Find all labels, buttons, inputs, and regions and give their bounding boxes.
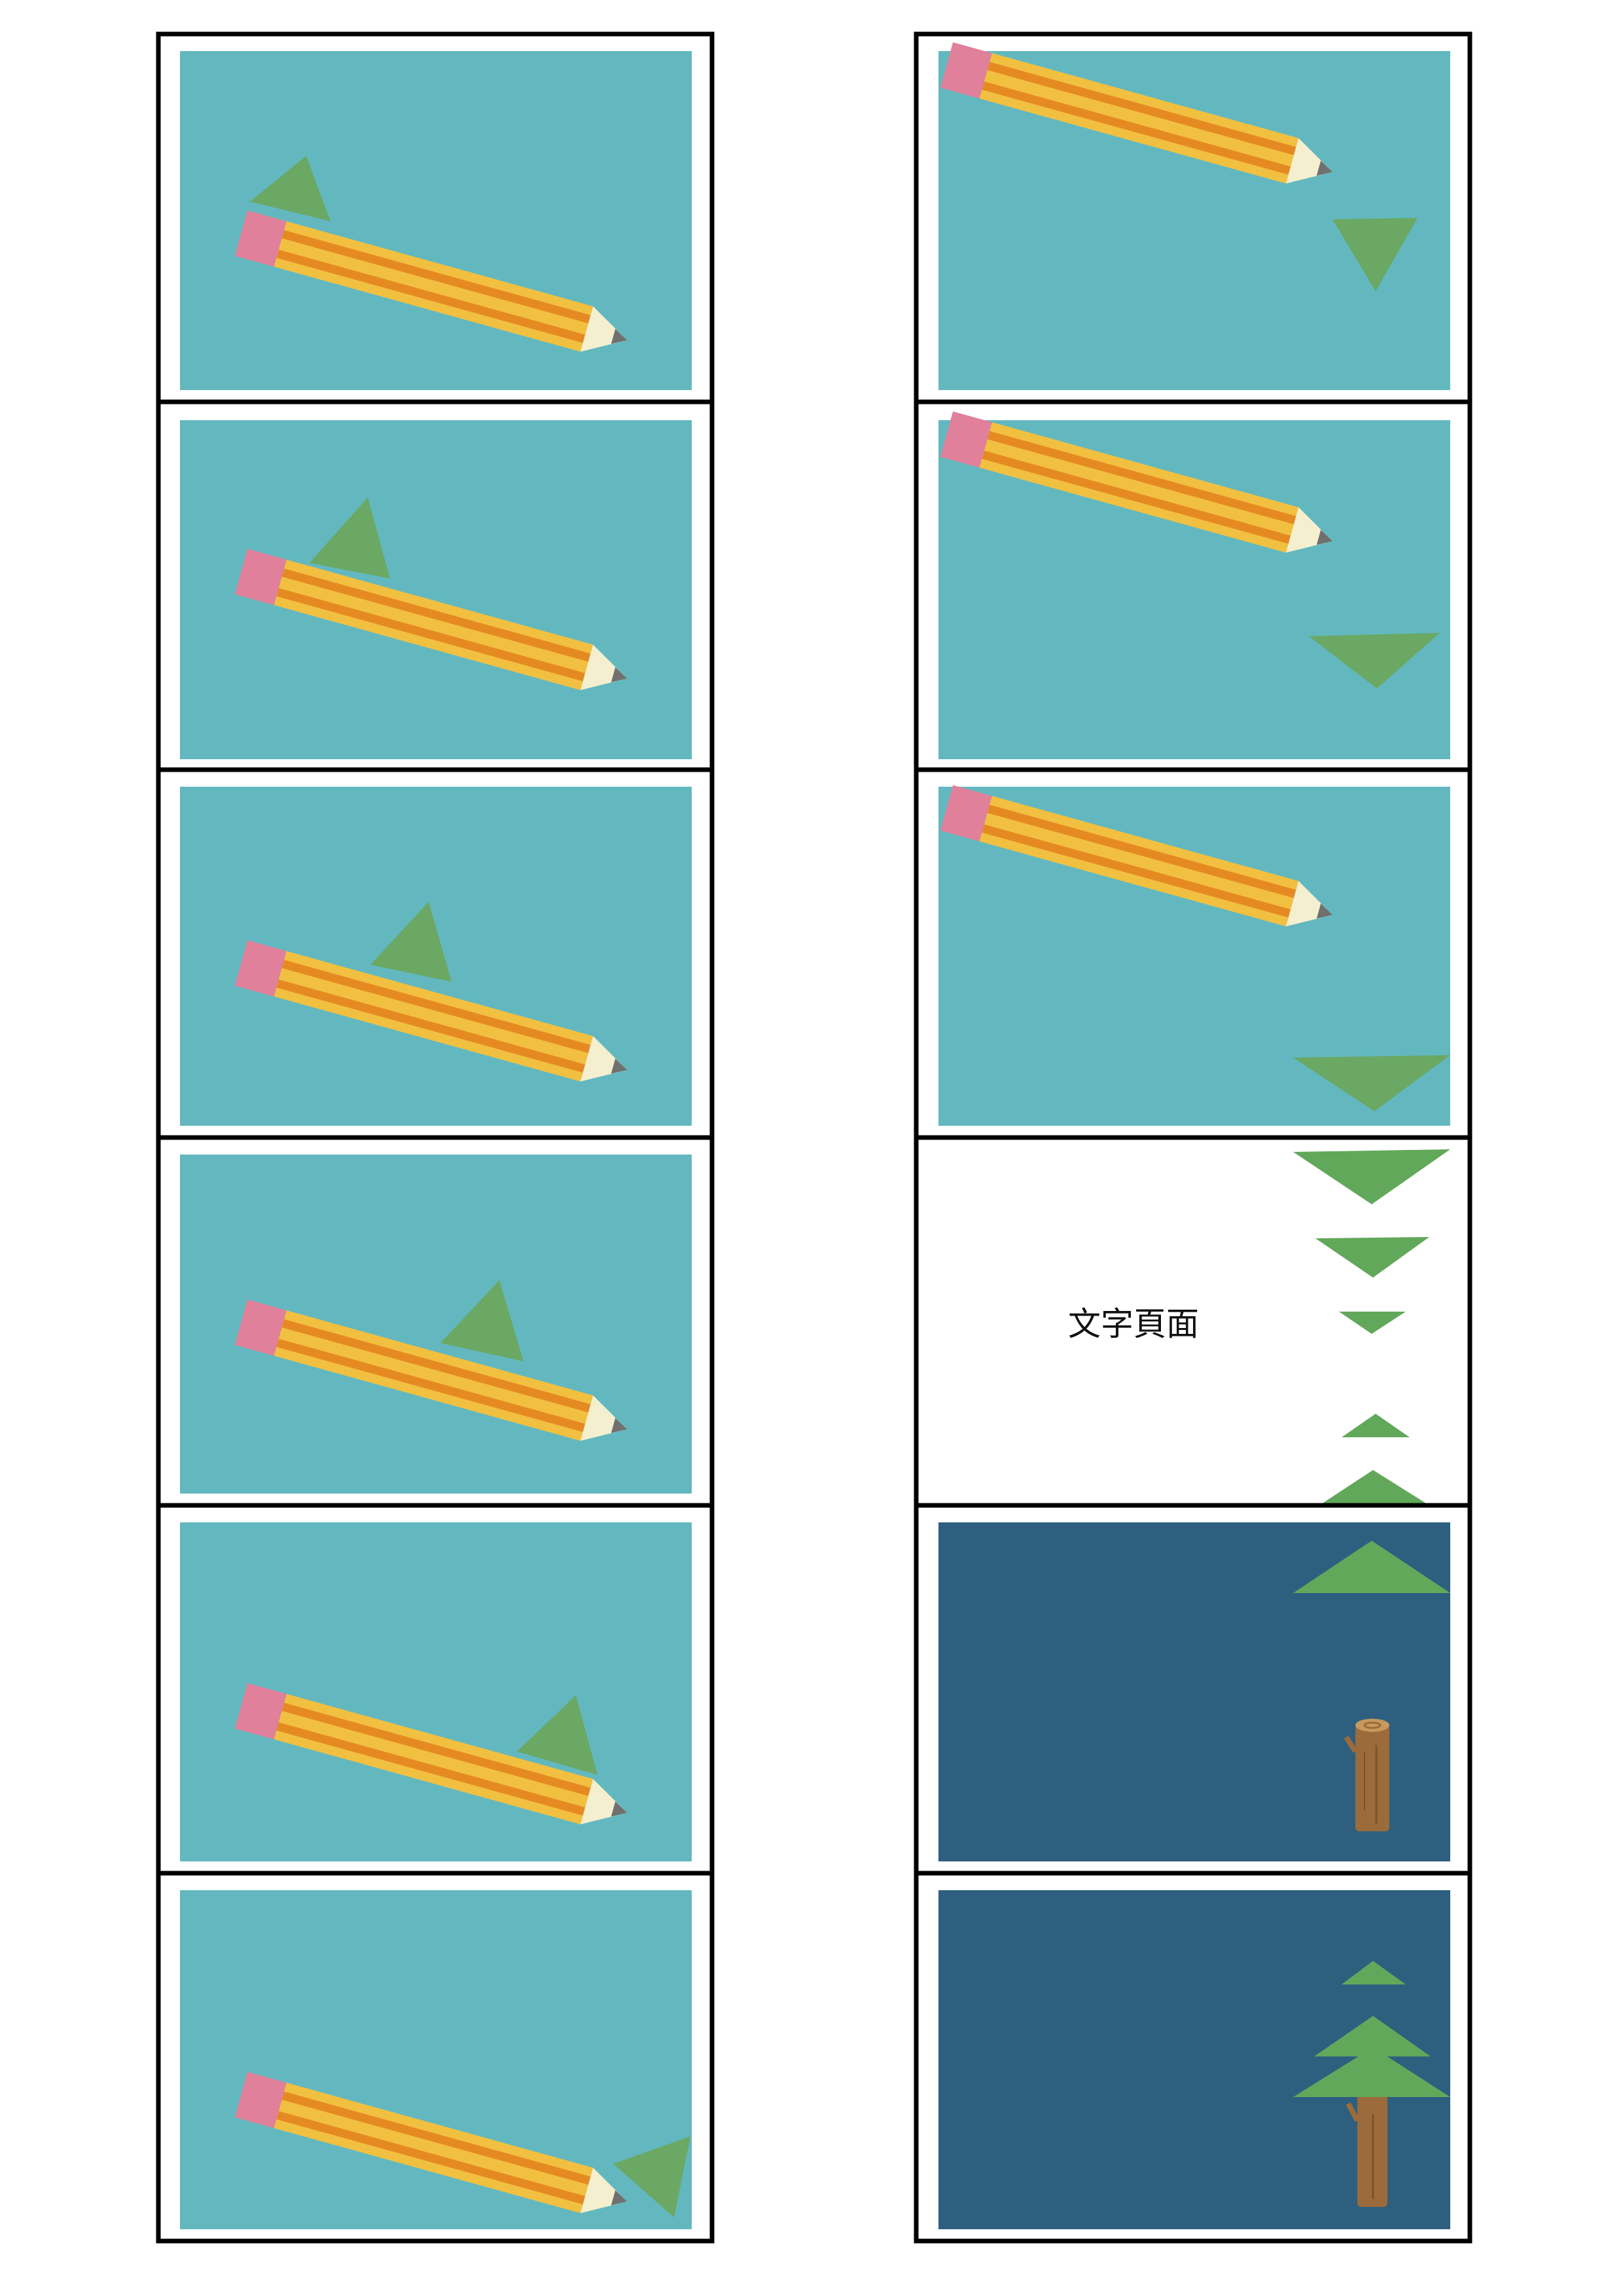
- leaf-triangle-icon: [613, 2136, 690, 2217]
- leaf-triangle-icon: [1293, 1541, 1450, 1593]
- right-column: 文字頁面: [914, 31, 1472, 2244]
- frame-6: [156, 1871, 715, 2244]
- leaf-triangle-icon: [250, 156, 330, 221]
- frame-11: [914, 1503, 1472, 1876]
- leaf-triangle-icon: [1332, 218, 1418, 291]
- leaf-triangle-icon: [517, 1695, 597, 1775]
- leaf-triangle-icon: [1293, 1149, 1450, 1204]
- frame-2: [156, 399, 715, 772]
- leaf-triangle-icon: [370, 902, 452, 982]
- frame-3: [156, 767, 715, 1140]
- leaf-triangle-icon: [1342, 1414, 1410, 1437]
- frame-12: [914, 1871, 1472, 2244]
- leaf-triangle-icon: [1315, 1237, 1429, 1278]
- frame-8: [914, 399, 1472, 772]
- leaf-triangle-icon: [1293, 1055, 1450, 1111]
- frame-4: [156, 1135, 715, 1508]
- leaf-triangle-icon: [310, 497, 390, 579]
- leaf-triangle-icon: [1309, 633, 1440, 689]
- leaf-triangle-icon: [1339, 1312, 1406, 1334]
- frame-7: [914, 31, 1472, 404]
- left-column: [156, 31, 715, 2244]
- leaf-triangle-icon: [1319, 1470, 1429, 1505]
- frame-5: [156, 1503, 715, 1876]
- frame-9: [914, 767, 1472, 1140]
- leaf-triangle-icon: [440, 1280, 524, 1361]
- text-page-caption: 文字頁面: [1068, 1305, 1199, 1343]
- frame-1: [156, 31, 715, 404]
- pine-tree-icon: [1293, 1961, 1450, 2207]
- frame-10: 文字頁面: [914, 1135, 1472, 1508]
